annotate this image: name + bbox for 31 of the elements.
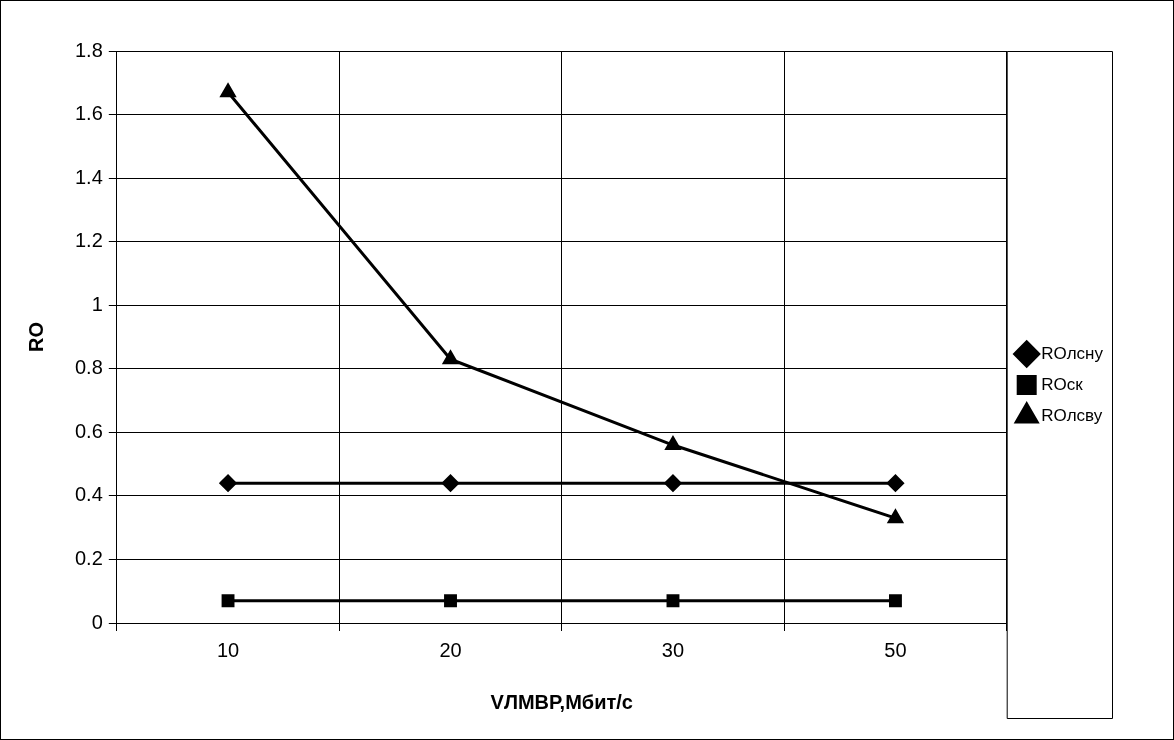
y-tick-label: 0.2 bbox=[74, 546, 103, 569]
point bbox=[889, 594, 902, 608]
y-tick-label: 1.8 bbox=[74, 38, 103, 61]
point bbox=[442, 474, 460, 492]
legend-label: ROск bbox=[1041, 374, 1084, 394]
y-tick-label: 0.4 bbox=[74, 483, 103, 506]
x-tick-label: 30 bbox=[661, 638, 685, 661]
y-axis-title: RO bbox=[24, 322, 47, 352]
legend-label: ROлсву bbox=[1041, 405, 1103, 425]
point bbox=[887, 509, 904, 524]
point bbox=[220, 83, 236, 98]
y-tick-label: 0.8 bbox=[74, 356, 103, 379]
y-tick-label: 1.6 bbox=[74, 102, 103, 125]
x-tick-label: 50 bbox=[884, 638, 907, 661]
point bbox=[886, 474, 904, 492]
x-tick-label: 10 bbox=[216, 638, 240, 661]
y-tick-label: 1 bbox=[91, 292, 103, 315]
y-tick-label: 0 bbox=[91, 610, 103, 633]
x-tick-label: 20 bbox=[439, 638, 462, 661]
y-tick-label: 0.6 bbox=[74, 419, 103, 442]
point bbox=[666, 594, 680, 608]
point bbox=[219, 474, 237, 492]
point bbox=[665, 436, 681, 451]
y-tick-label: 1.2 bbox=[74, 229, 103, 252]
point bbox=[442, 350, 459, 365]
point bbox=[664, 474, 682, 492]
point bbox=[221, 594, 235, 608]
point bbox=[444, 594, 457, 608]
x-axis-title: VЛМВР,Мбит/с bbox=[490, 690, 633, 713]
y-tick-label: 1.4 bbox=[74, 165, 103, 188]
legend-label: ROлсну bbox=[1041, 343, 1104, 363]
